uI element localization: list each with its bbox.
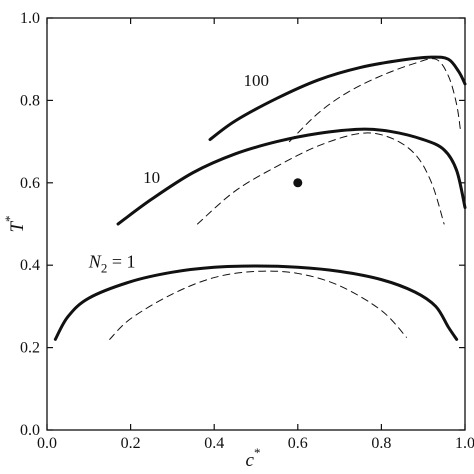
axis-tick-labels: 0.0 0.2 0.4 0.6 0.8 1.0 0.0 0.2 0.4 0.6 0.8 1.0 [20,10,474,452]
n2-label-main: N [88,251,102,271]
markers [293,178,303,188]
x-tick-label: 0.2 [121,435,141,452]
x-tick-label: 1.0 [455,435,474,452]
dashed-curve-5 [288,58,462,143]
y-axis-label-main: T [7,221,28,233]
x-axis-label: c* [246,445,261,471]
y-axis-label-sup: * [2,215,17,222]
x-tick-label: 0.4 [204,435,224,452]
data-point-marker [293,178,303,188]
y-tick-label: 1.0 [20,10,40,27]
y-tick-label: 0.2 [20,340,40,357]
solid-curve-0 [53,264,459,341]
y-tick-label: 0.4 [20,257,40,274]
curves [53,55,467,341]
x-tick-label: 0.0 [37,435,57,452]
x-tick-label: 0.6 [288,435,308,452]
solid-curve-4 [208,55,467,142]
y-axis-label: T* [2,215,28,232]
n2-label-rest: = 1 [107,251,135,271]
x-tick-label: 0.8 [371,435,391,452]
plot-frame [46,17,466,431]
x-axis-label-sup: * [254,445,261,460]
curve-label-n2: N2 = 1 [88,251,136,275]
curve-label-10: 10 [143,168,160,187]
solid-curve-2 [116,127,467,226]
axis-ticks [46,17,466,431]
n2-label-sub: 2 [101,260,108,275]
x-axis-label-main: c [246,450,255,471]
y-tick-label: 0.6 [20,175,40,192]
y-tick-label: 0.0 [20,422,40,439]
dashed-curve-1 [109,270,407,340]
y-tick-label: 0.8 [20,92,40,109]
dashed-curve-3 [196,132,445,225]
curve-label-100: 100 [243,71,269,90]
